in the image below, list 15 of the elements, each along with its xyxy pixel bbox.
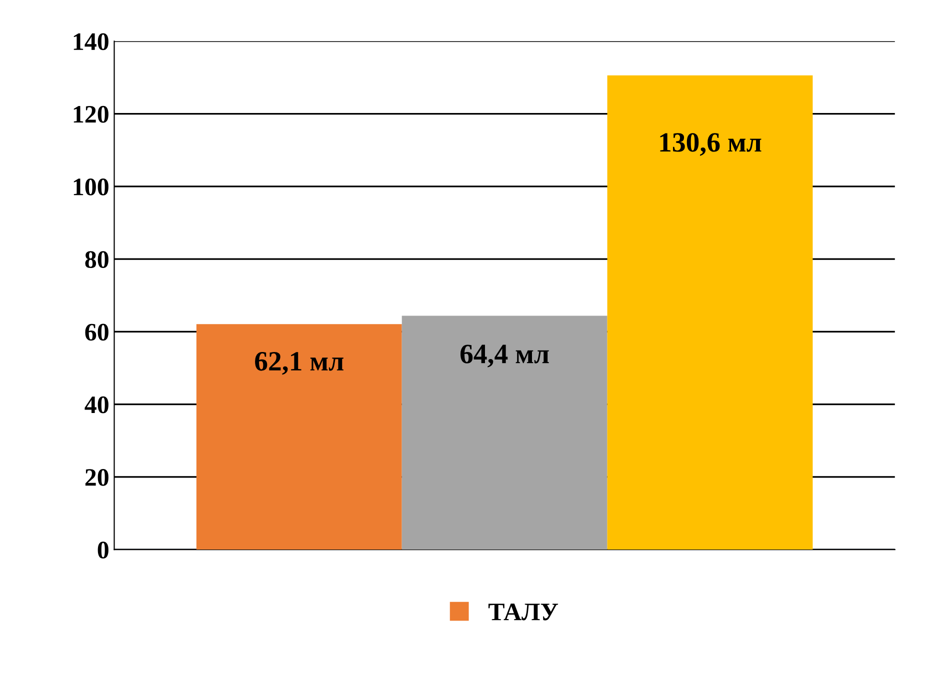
y-tick-label: 80 [85,251,108,268]
bar [607,75,813,550]
bar [402,316,608,550]
data-label: 64,4 мл [460,344,549,368]
y-tick-label: 120 [74,106,108,123]
legend-label: ТАЛУ [488,604,558,620]
data-label: 62,1 мл [255,352,344,375]
y-tick-label: 100 [74,178,108,196]
y-tick-label: 40 [84,396,108,414]
data-label: 130,6 мл [660,133,762,156]
y-tick-label: 60 [85,324,108,341]
y-tick-label: 0 [98,542,108,559]
y-tick-label: 140 [74,33,108,50]
bar [196,324,402,550]
y-tick-label: 20 [85,469,108,486]
